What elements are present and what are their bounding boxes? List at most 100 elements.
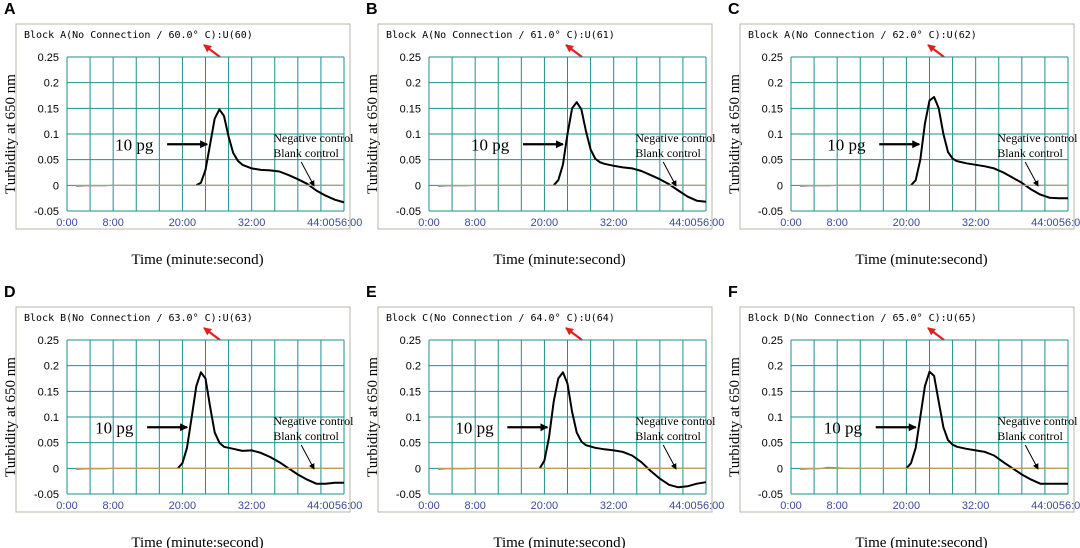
x-tick-label: 32:00 [600,217,628,229]
temperature-arrow [565,327,583,341]
x-tick-label: 44:00 [307,217,335,229]
x-tick-label: 56:00 [1059,217,1080,229]
title-bg [22,309,248,325]
y-tick-label: 0.2 [406,78,421,90]
series-line-10-pg [905,370,1068,485]
x-tick-label: 0:00 [56,217,77,229]
y-tick-label: 0.1 [406,129,421,141]
y-axis-label: Turbidity at 650 nm [365,74,381,194]
y-tick-label: 0.25 [762,335,783,347]
y-tick-label: 0.05 [38,155,59,167]
y-tick-label: 0.1 [44,412,59,424]
x-tick-label: 20:00 [893,500,921,512]
series-line-10-pg [195,108,345,204]
title-frame [739,23,1075,230]
title-bg [22,26,248,42]
panel-label: F [728,284,738,301]
temperature-arrow [203,327,221,341]
title-bg [746,309,972,325]
y-tick-label: -0.05 [758,489,783,501]
y-tick-label: 0.15 [762,103,783,115]
x-axis-label: Time (minute:second) [855,252,987,268]
negative-control-label: Negative control [635,414,716,428]
sample-label: 10 pg [95,418,134,437]
y-tick-label: 0.1 [768,129,783,141]
x-tick-label: 32:00 [962,500,990,512]
blank-control-label: Blank control [635,146,701,160]
y-tick-label: 0.05 [762,438,783,450]
y-axis-label: Turbidity at 650 nm [3,74,19,194]
x-tick-label: 20:00 [531,500,559,512]
y-tick-label: 0.2 [406,361,421,373]
y-tick-label: 0.1 [44,129,59,141]
y-tick-label: 0.25 [38,335,59,347]
panel-title: Block A(No Connection / 60.0° C):U(60) [24,30,253,41]
x-tick-label: 32:00 [238,500,266,512]
x-tick-label: 8:00 [826,217,847,229]
series-line-10-pg [177,371,344,485]
sample-label: 10 pg [471,135,510,154]
blank-control-label: Blank control [997,146,1063,160]
x-axis-label: Time (minute:second) [131,252,263,268]
y-axis-label: Turbidity at 650 nm [365,357,381,477]
title-bg [384,309,610,325]
title-frame [377,306,713,513]
title-frame [739,306,1075,513]
y-tick-label: 0.25 [762,52,783,64]
y-tick-label: 0.1 [768,412,783,424]
temperature-arrow [927,44,945,58]
x-tick-label: 20:00 [893,217,921,229]
control-pointer-arrow [300,444,315,470]
x-tick-label: 8:00 [826,500,847,512]
y-tick-label: 0.2 [44,361,59,373]
panel-title: Block D(No Connection / 65.0° C):U(65) [748,313,977,324]
y-tick-label: -0.05 [758,206,783,218]
x-tick-label: 20:00 [169,500,197,512]
panel-b: B Block A(No Connection / 61.0° C):U(61) T… [365,1,724,268]
x-tick-label: 0:00 [56,500,77,512]
y-tick-label: 0 [777,180,783,192]
y-tick-label: -0.05 [396,489,421,501]
x-tick-label: 56:00 [697,217,725,229]
sample-label: 10 pg [115,135,154,154]
series-line-10-pg [910,96,1068,200]
y-tick-label: 0.25 [400,52,421,64]
temperature-arrow [565,44,583,58]
x-tick-label: 8:00 [464,217,485,229]
negative-control-label: Negative control [273,131,354,145]
panel-label: D [4,284,16,301]
x-tick-label: 44:00 [1031,500,1059,512]
panel-label: C [728,1,740,18]
panel-d: D Block B(No Connection / 63.0° C):U(63) T… [3,284,362,548]
x-tick-label: 8:00 [464,500,485,512]
x-tick-label: 56:00 [1059,500,1080,512]
blank-control-label: Blank control [273,429,339,443]
x-tick-label: 0:00 [780,217,801,229]
x-axis-label: Time (minute:second) [131,535,263,548]
series-line-10-pg [538,371,707,489]
control-pointer-arrow [300,161,315,187]
sample-label: 10 pg [455,418,494,437]
temperature-arrow [203,44,221,58]
y-axis-label: Turbidity at 650 nm [727,74,743,194]
y-tick-label: 0.05 [762,155,783,167]
y-tick-label: 0.1 [406,412,421,424]
negative-control-label: Negative control [273,414,354,428]
title-frame [15,306,351,513]
x-axis-label: Time (minute:second) [855,535,987,548]
x-tick-label: 32:00 [238,217,266,229]
panel-f: F Block D(No Connection / 65.0° C):U(65) T… [727,284,1080,548]
blank-control-label: Blank control [997,429,1063,443]
blank-control-label: Blank control [635,429,701,443]
x-tick-label: 44:00 [669,217,697,229]
panel-label: B [366,1,378,18]
negative-control-label: Negative control [635,131,716,145]
y-tick-label: 0.15 [38,386,59,398]
y-tick-label: 0.2 [768,361,783,373]
panel-title: Block B(No Connection / 63.0° C):U(63) [24,313,253,324]
control-pointer-arrow [662,161,677,187]
panel-title: Block A(No Connection / 62.0° C):U(62) [748,30,977,41]
x-tick-label: 8:00 [102,500,123,512]
y-tick-label: 0 [53,180,59,192]
sample-label: 10 pg [827,135,866,154]
